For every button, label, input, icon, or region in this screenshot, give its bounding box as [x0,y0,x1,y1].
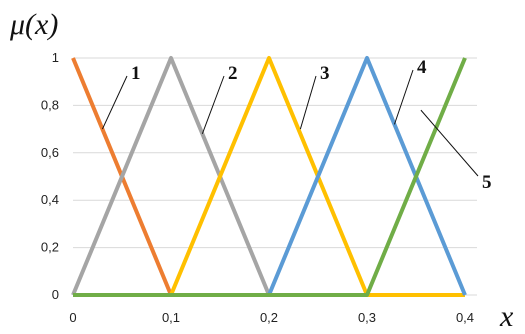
y-tick-label: 0,6 [41,145,59,160]
x-tick-label: 0,3 [358,310,376,325]
series-line-4 [267,56,467,296]
series-label-4: 4 [417,57,427,78]
series-label-5: 5 [482,172,492,193]
y-tick-label: 0 [52,287,59,302]
y-tick-label: 0,8 [41,97,59,112]
x-tick-label: 0 [69,310,76,325]
leader-line-4 [393,69,414,125]
x-tick-label: 0,1 [162,310,180,325]
y-tick-labels: 0 0,2 0,4 0,6 0,8 1 [41,50,59,302]
leader-line-3 [299,75,317,130]
series-label-2: 2 [228,63,238,84]
series-label-leaders [101,69,479,177]
series-group [71,56,467,297]
y-axis-label: μ(x) [9,8,58,41]
leader-line-2 [201,75,225,135]
y-tick-label: 0,2 [41,240,59,255]
y-tick-label: 1 [52,50,59,65]
series-labels: 1 2 3 4 5 [131,57,492,193]
series-line-2 [71,56,271,296]
x-tick-label: 0,2 [260,310,278,325]
series-label-1: 1 [131,63,141,84]
y-tick-label: 0,4 [41,192,59,207]
series-line-5 [73,57,467,297]
leader-line-1 [101,75,128,130]
x-tick-label: 0,4 [456,310,474,325]
x-axis-label: x [499,300,514,333]
leader-line-5 [420,109,479,177]
x-tick-labels: 0 0,1 0,2 0,3 0,4 [69,310,474,325]
series-label-3: 3 [320,63,330,84]
